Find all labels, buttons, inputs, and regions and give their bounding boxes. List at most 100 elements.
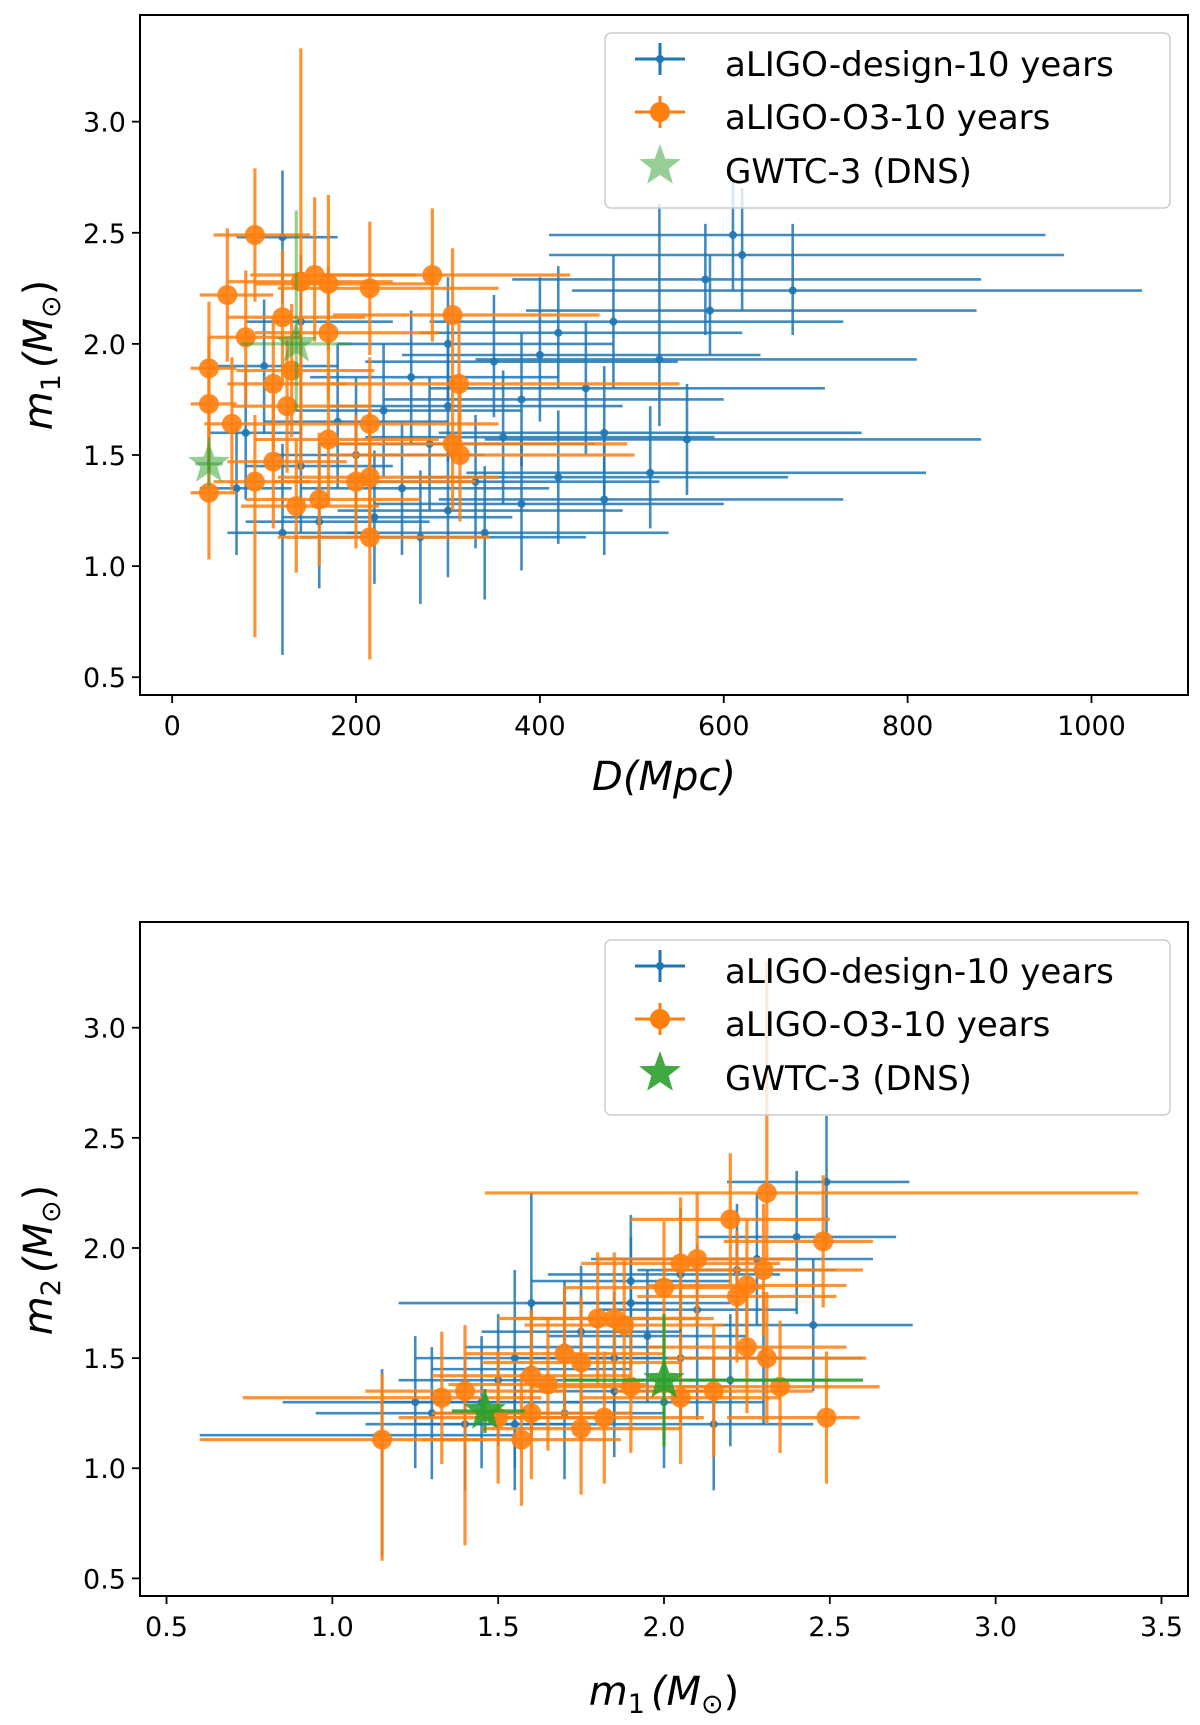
- y-tick-label: 2.5: [83, 1124, 126, 1155]
- point-marker: [705, 306, 714, 315]
- point-marker: [359, 278, 380, 299]
- point-marker: [728, 231, 737, 239]
- bottom-panel-x-label-unit-sub: ⊙: [701, 1689, 724, 1720]
- point-marker: [736, 1337, 757, 1358]
- point-marker: [318, 429, 339, 450]
- point-marker: [198, 393, 219, 414]
- legend-marker: [656, 962, 664, 970]
- y-tick-label: 0.5: [83, 1564, 126, 1595]
- point-marker: [370, 513, 379, 522]
- point-marker: [813, 1231, 834, 1252]
- plot-area: [188, 48, 1143, 660]
- point-marker: [449, 445, 470, 465]
- point-marker: [753, 1260, 774, 1281]
- point-marker: [443, 506, 452, 515]
- y-tick-label: 1.5: [83, 441, 126, 472]
- point-marker: [241, 428, 250, 437]
- legend-marker: [656, 55, 664, 63]
- bottom-panel-y-label-unit: (M: [16, 1223, 62, 1273]
- bottom-panel-legend-label-gwtc3: GWTC-3 (DNS): [725, 1059, 972, 1099]
- top-panel-mass-vs-distance: 0 200 400 600 800 1000 0.5 1.0 1.5 2.0 2.5 3.0 D(Mp…: [16, 14, 1189, 800]
- point-marker: [275, 321, 318, 362]
- point-marker: [554, 328, 563, 337]
- data-point: [199, 1373, 482, 1561]
- legend-marker: [650, 1009, 670, 1029]
- data-point: [241, 210, 352, 411]
- y-tick-label: 1.5: [83, 1344, 126, 1375]
- y-tick-label: 3.0: [83, 108, 126, 139]
- bottom-panel-legend-handle-o3: [635, 1003, 685, 1035]
- point-marker: [643, 1332, 652, 1341]
- x-tick-label: 800: [882, 711, 934, 742]
- x-tick-label: 3.0: [974, 1612, 1017, 1643]
- top-panel-legend-handle-gwtc3: [639, 144, 681, 184]
- bottom-panel-x-label-var: m: [589, 1669, 628, 1715]
- data-point: [241, 439, 380, 573]
- data-point: [277, 470, 490, 660]
- point-marker: [372, 1429, 393, 1450]
- x-tick-label: 200: [330, 711, 382, 742]
- x-tick-label: 2.5: [808, 1612, 851, 1643]
- bottom-panel-y-label-sub: 2: [36, 1279, 67, 1296]
- point-marker: [792, 1232, 801, 1241]
- point-marker: [527, 1299, 536, 1308]
- point-marker: [235, 327, 256, 348]
- x-tick-label: 600: [698, 711, 750, 742]
- y-tick-label: 2.5: [83, 219, 126, 250]
- point-marker: [431, 1387, 452, 1408]
- point-marker: [756, 1348, 777, 1369]
- point-marker: [726, 1286, 747, 1307]
- point-marker: [422, 265, 443, 285]
- bottom-panel-legend-handle-gwtc3: [639, 1051, 681, 1091]
- top-panel-legend-label-gwtc3: GWTC-3 (DNS): [725, 152, 972, 192]
- legend-marker: [639, 144, 681, 184]
- y-tick-label: 0.5: [83, 663, 126, 694]
- point-marker: [554, 1343, 575, 1364]
- x-tick-label: 1.0: [311, 1612, 354, 1643]
- top-panel-legend-handle-design: [635, 43, 685, 75]
- top-panel-y-label-unit-sub: ⊙: [36, 295, 67, 318]
- point-marker: [600, 495, 609, 504]
- legend-marker: [650, 102, 670, 122]
- point-marker: [703, 1381, 724, 1402]
- data-point: [438, 432, 844, 555]
- data-point: [504, 1351, 704, 1484]
- series-2: [188, 210, 352, 487]
- data-point: [231, 339, 370, 473]
- point-marker: [517, 395, 526, 404]
- top-panel-legend-frame: [604, 32, 1171, 209]
- bottom-panel-x-label-close: ): [724, 1669, 740, 1715]
- data-point: [451, 1388, 525, 1434]
- bottom-panel-legend: aLIGO-design-10 years aLIGO-O3-10 years …: [604, 939, 1171, 1116]
- data-point: [204, 357, 278, 491]
- point-marker: [517, 499, 526, 508]
- point-marker: [480, 528, 489, 537]
- point-marker: [244, 471, 265, 492]
- bottom-panel-legend-label-o3: aLIGO-O3-10 years: [725, 1005, 1050, 1045]
- data-point: [512, 223, 982, 335]
- top-panel-ticks: 0 200 400 600 800 1000 0.5 1.0 1.5 2.0 2.5 3.0: [83, 108, 1126, 742]
- top-panel-x-axis-label: D(Mpc): [592, 754, 736, 800]
- point-marker: [756, 1182, 777, 1203]
- series-1: [199, 961, 1139, 1561]
- point-marker: [318, 322, 339, 343]
- top-panel-y-label-var: m: [16, 391, 62, 430]
- bottom-panel-data: [199, 961, 1139, 1561]
- point-marker: [286, 496, 307, 517]
- point-marker: [411, 1398, 420, 1407]
- bottom-panel-y-label-unit-sub: ⊙: [36, 1200, 67, 1223]
- point-marker: [571, 1418, 592, 1439]
- point-marker: [188, 441, 230, 482]
- point-marker: [244, 225, 265, 245]
- top-panel-legend-label-design: aLIGO-design-10 years: [725, 45, 1114, 85]
- point-marker: [654, 1277, 674, 1298]
- top-panel-legend-handle-o3: [635, 96, 685, 128]
- point-marker: [221, 413, 242, 434]
- point-marker: [464, 1389, 506, 1429]
- top-panel-y-label-sub: 1: [36, 374, 67, 391]
- bottom-panel-y-label-close: ): [16, 1185, 62, 1201]
- point-marker: [272, 307, 293, 328]
- data-point: [614, 1325, 814, 1458]
- x-tick-label: 0.5: [145, 1612, 188, 1643]
